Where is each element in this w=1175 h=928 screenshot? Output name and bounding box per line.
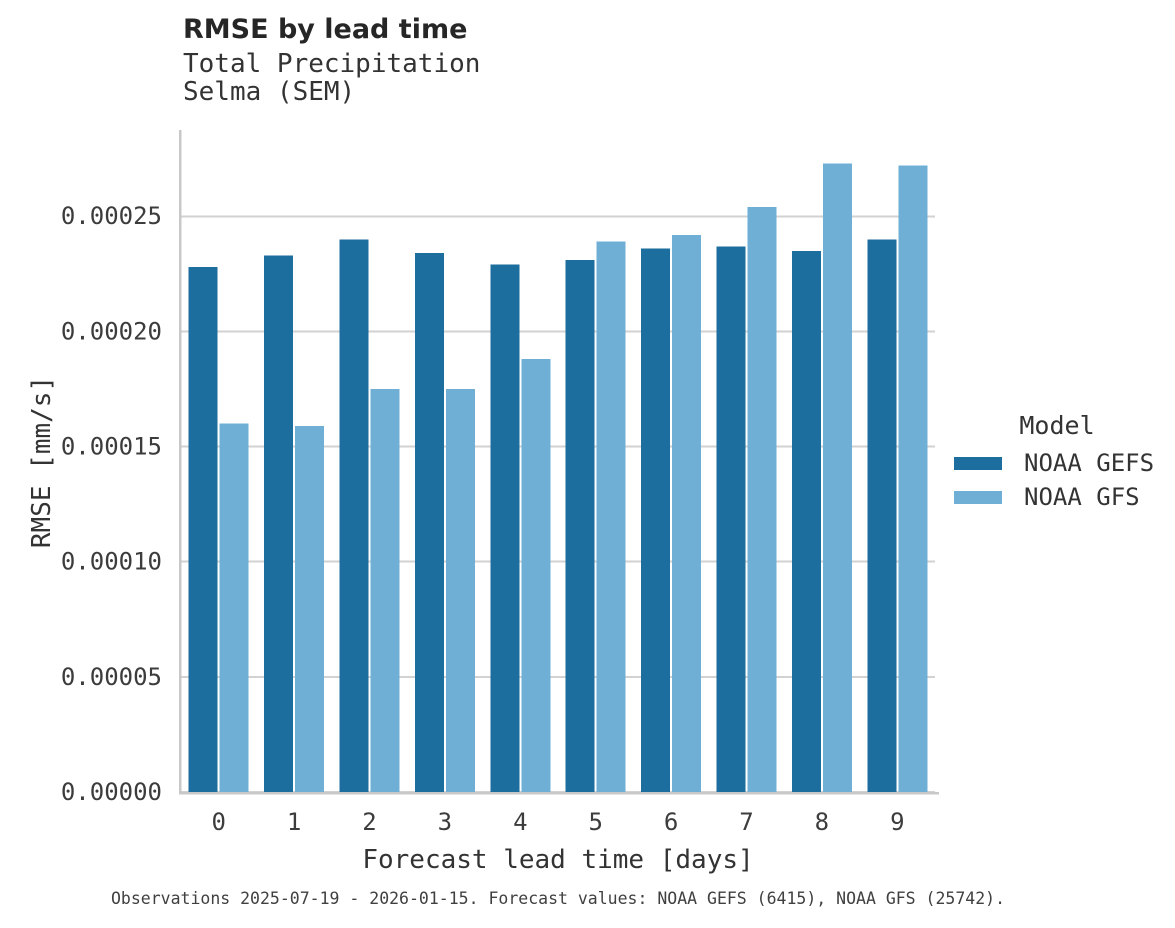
x-tick-label: 8 [815, 808, 829, 836]
legend: Model NOAA GEFS NOAA GFS [954, 412, 1160, 517]
y-tick-label: 0.00015 [61, 433, 162, 461]
bar-noaa-gefs-day-3 [414, 253, 444, 792]
bar-noaa-gefs-day-6 [641, 248, 671, 793]
legend-label: NOAA GEFS [1024, 449, 1155, 477]
bar-noaa-gfs-day-7 [747, 207, 777, 793]
chart-subtitle-variable: Total Precipitation [183, 49, 481, 79]
bar-noaa-gefs-day-9 [867, 239, 897, 792]
y-tick-label: 0.00010 [61, 548, 162, 576]
x-tick-label: 7 [739, 808, 753, 836]
bar-noaa-gfs-day-5 [596, 241, 626, 792]
x-axis-title: Forecast lead time [days] [362, 845, 754, 875]
bar-noaa-gfs-day-2 [370, 389, 400, 792]
x-tick-label: 1 [287, 808, 301, 836]
bar-noaa-gfs-day-1 [295, 425, 325, 792]
bar-noaa-gefs-day-4 [490, 264, 520, 792]
bar-noaa-gfs-day-0 [219, 423, 249, 792]
bar-noaa-gefs-day-5 [565, 260, 595, 793]
bar-noaa-gfs-day-8 [822, 163, 852, 792]
x-tick-label: 5 [588, 808, 602, 836]
chart-subtitle: Total Precipitation Selma (SEM) [183, 50, 480, 106]
y-tick-label: 0.00025 [61, 202, 162, 230]
x-tick-label: 9 [890, 808, 904, 836]
y-axis-line [179, 130, 182, 795]
x-tick-label: 4 [513, 808, 527, 836]
caption: Observations 2025-07-19 - 2026-01-15. Fo… [110, 889, 1006, 908]
bar-noaa-gfs-day-4 [521, 359, 551, 792]
legend-entry-noaa-gfs: NOAA GFS [954, 483, 1160, 511]
legend-title: Model [1019, 411, 1095, 440]
chart-title: RMSE by lead time [183, 14, 468, 45]
bar-noaa-gfs-day-3 [445, 389, 475, 792]
bar-noaa-gefs-day-1 [264, 255, 294, 792]
y-tick-label: 0.00005 [61, 663, 162, 691]
legend-label: NOAA GFS [1024, 483, 1140, 511]
gridline [181, 330, 935, 333]
bar-noaa-gefs-day-2 [339, 239, 369, 792]
bar-noaa-gefs-day-8 [791, 250, 821, 792]
gridline [181, 560, 935, 563]
gridline [181, 675, 935, 678]
x-tick-label: 2 [362, 808, 376, 836]
gridline [181, 215, 935, 218]
legend-entry-noaa-gefs: NOAA GEFS [954, 449, 1160, 477]
x-tick-label: 6 [664, 808, 678, 836]
x-tick-label: 0 [211, 808, 225, 836]
y-axis-title: RMSE [mm/s] [27, 375, 57, 549]
y-tick-label: 0.00000 [61, 778, 162, 806]
y-tick-label: 0.00020 [61, 317, 162, 345]
chart-subtitle-station: Selma (SEM) [183, 77, 356, 107]
gridline [181, 445, 935, 448]
bar-noaa-gefs-day-7 [716, 246, 746, 793]
bar-noaa-gfs-day-6 [672, 234, 702, 793]
bar-noaa-gefs-day-0 [188, 267, 218, 792]
legend-swatch-light-blue [954, 490, 1002, 504]
x-axis-line [179, 792, 939, 795]
legend-swatch-dark-blue [954, 456, 1002, 470]
x-tick-label: 3 [438, 808, 452, 836]
bar-noaa-gfs-day-9 [898, 165, 928, 792]
